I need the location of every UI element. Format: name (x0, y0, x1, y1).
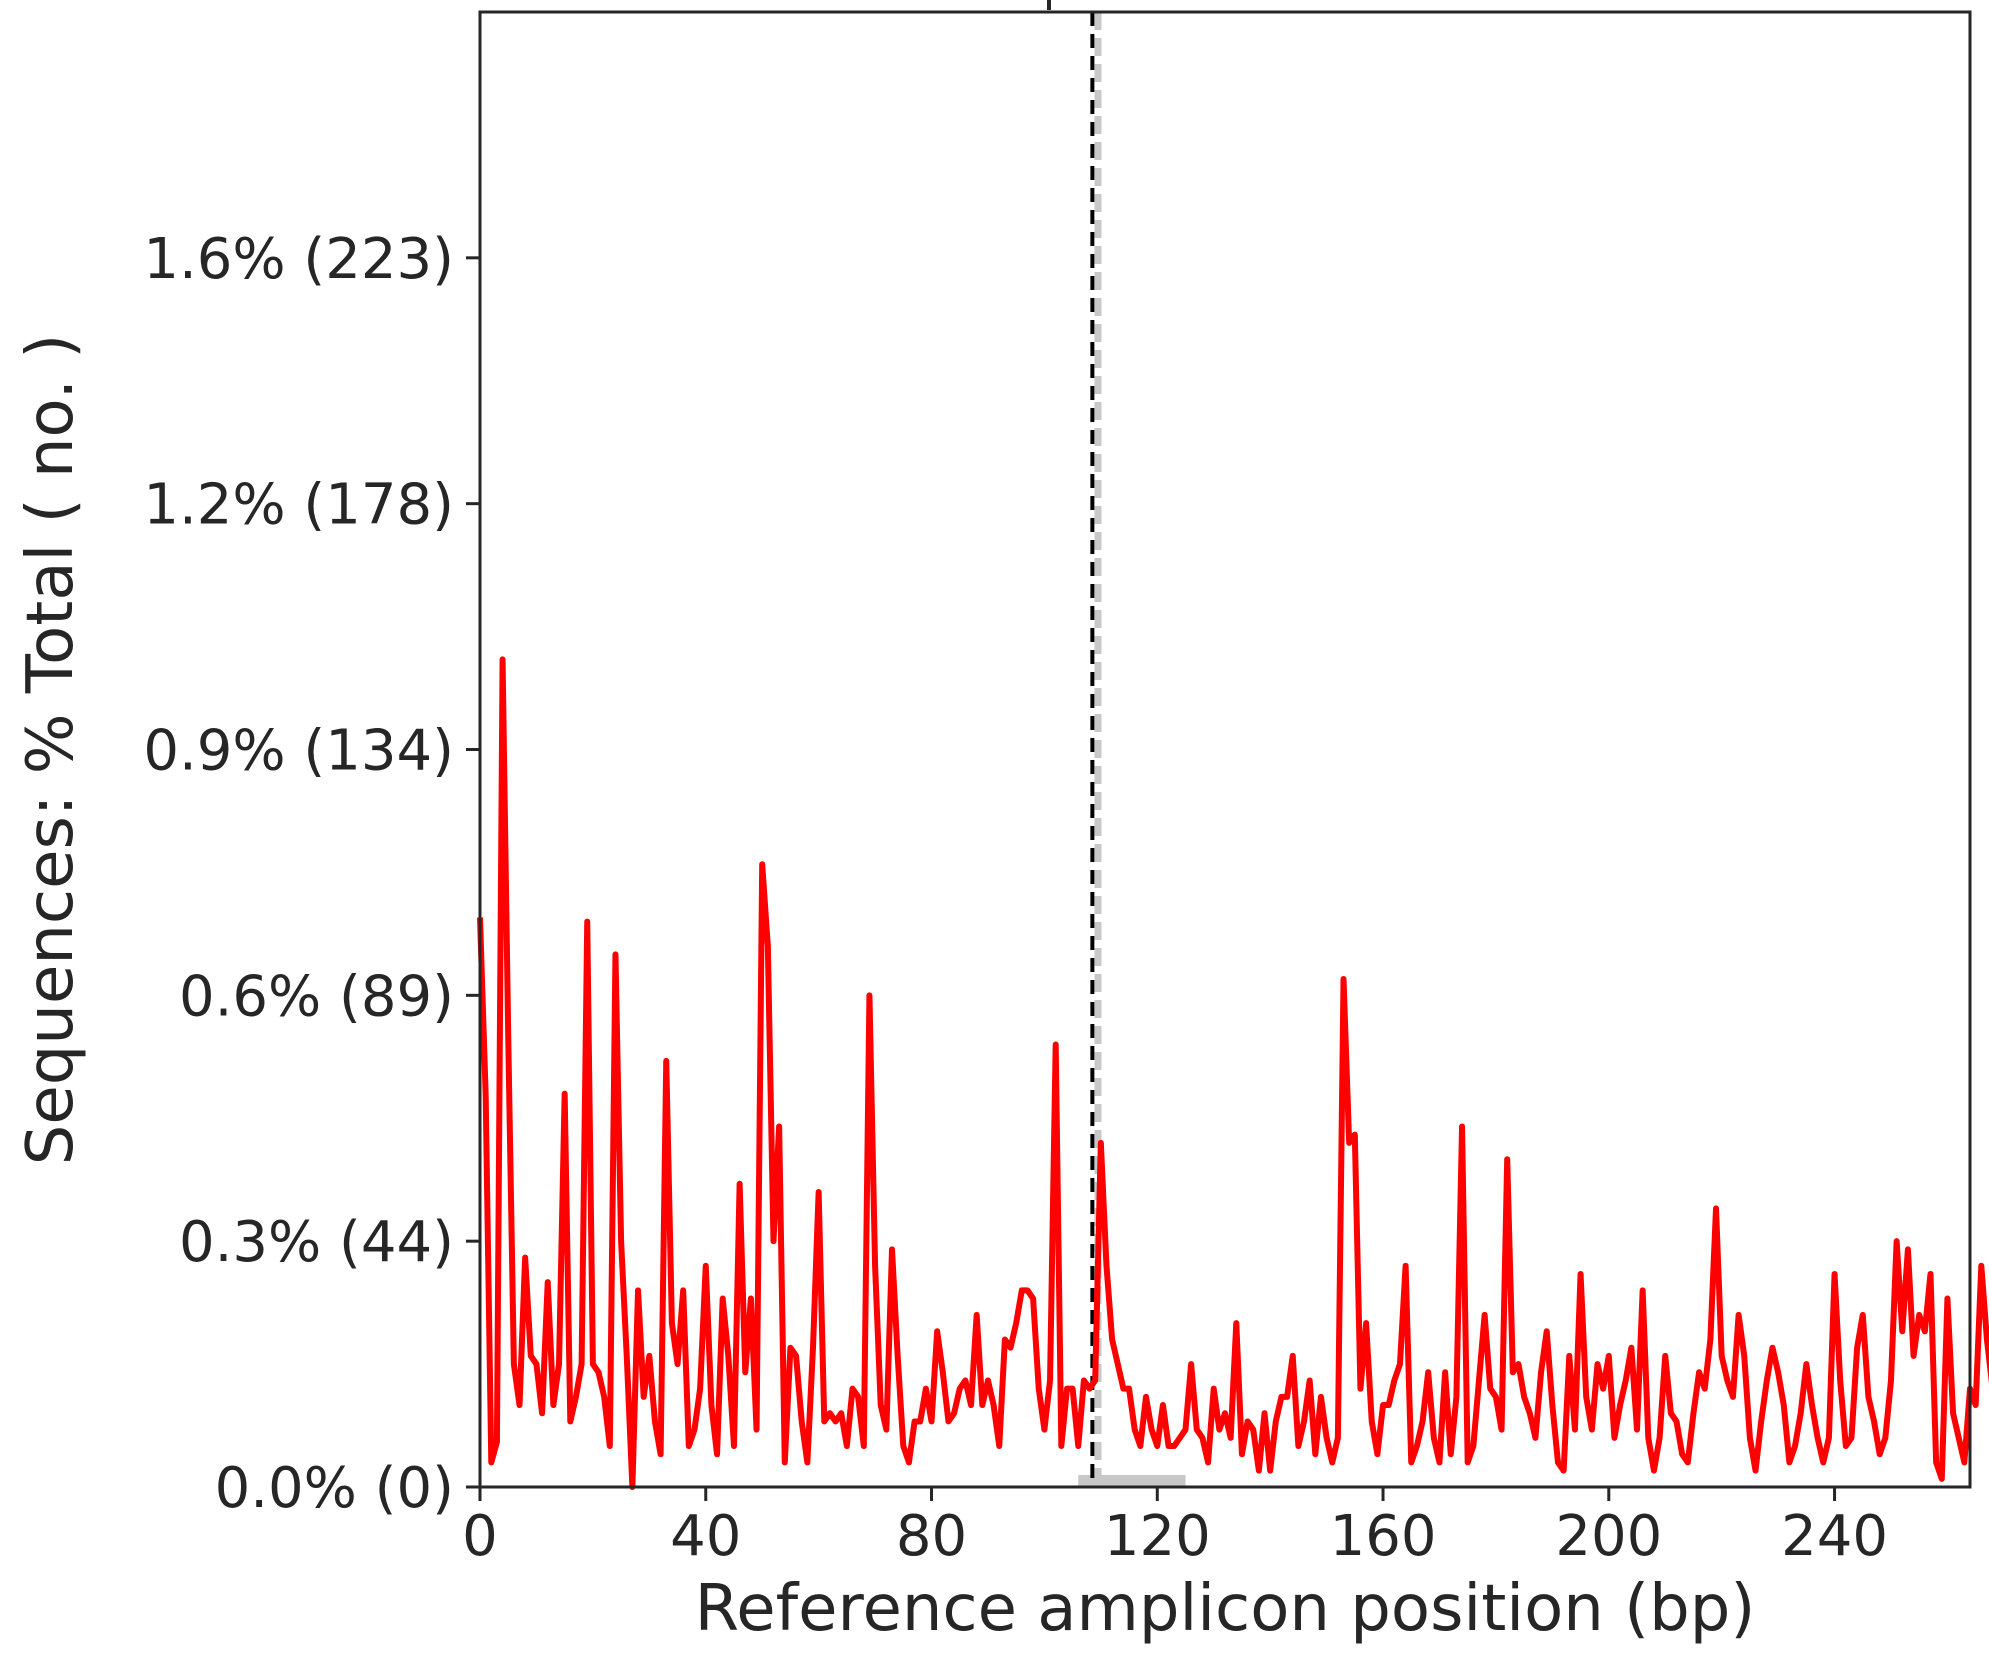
x-axis: 0 40 80 120 160 200 240 (462, 1487, 1888, 1569)
y-tick-label: 0.9% (134) (143, 719, 454, 784)
x-tick-label: 200 (1555, 1504, 1662, 1569)
y-tick-label: 0.0% (0) (215, 1456, 454, 1521)
y-axis: 0.0% (0) 0.3% (44) 0.6% (89) 0.9% (134) 1.2%… (143, 227, 480, 1521)
x-tick-label: 120 (1104, 1504, 1211, 1569)
y-tick-label: 0.6% (89) (179, 964, 454, 1029)
x-tick-label: 160 (1330, 1504, 1437, 1569)
series-line (477, 656, 1989, 1490)
overlays (1047, 0, 1186, 1487)
x-tick-label: 240 (1781, 1504, 1888, 1569)
x-tick-label: 80 (896, 1504, 967, 1569)
sgrna-band (1078, 1475, 1186, 1487)
y-tick-label: 1.6% (223) (143, 227, 454, 292)
x-tick-label: 40 (670, 1504, 741, 1569)
series-layer (477, 656, 1989, 1490)
x-tick-label: 0 (462, 1504, 498, 1569)
y-tick-label: 0.3% (44) (179, 1210, 454, 1275)
y-axis-title: Sequences: % Total ( no. ) (14, 334, 88, 1165)
y-tick-label: 1.2% (178) (143, 473, 454, 538)
x-axis-title: Reference amplicon position (bp) (695, 1572, 1756, 1646)
